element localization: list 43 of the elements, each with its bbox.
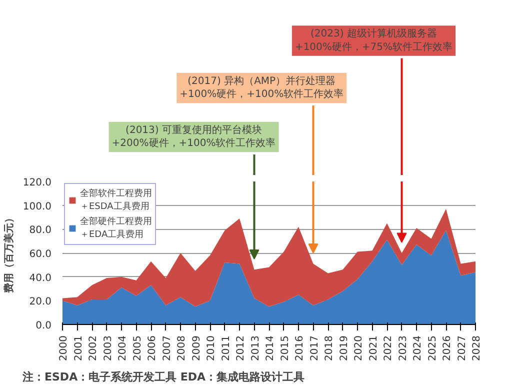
x-tick-label: 2026: [442, 335, 453, 361]
x-tick-label: 2005: [132, 335, 144, 361]
x-tick-label: 2018: [324, 335, 335, 361]
y-axis-title: 费用（百万美元）: [2, 213, 15, 294]
text: 注：ESDA：电子系统开发工具 EDA：集成电路设计工具: [22, 370, 305, 384]
x-tick-label: 2027: [456, 335, 468, 361]
x-tick-label: 2000: [58, 335, 70, 361]
x-tick-label: 2024: [412, 335, 424, 361]
x-tick-label: 2023: [398, 335, 409, 361]
x-tick-label: 2021: [368, 335, 380, 361]
x-tick-label: 2025: [427, 335, 438, 361]
x-tick-label: 2020: [354, 335, 364, 361]
x-tick-label: 2014: [265, 335, 276, 361]
text: (2023) 超级计算机级服务器+100%硬件，+75%软件工作效率: [294, 28, 453, 53]
y-tick-label: 40.0: [29, 272, 52, 284]
x-tick-label: 2013: [250, 335, 262, 361]
text: (2013) 可重复使用的平台模块+200%硬件，+100%软件工作效率: [112, 124, 276, 150]
x-tick-label: 2016: [294, 335, 306, 361]
x-tick-label: 2012: [236, 335, 246, 361]
y-tick-label: 100.0: [22, 201, 52, 212]
x-tick-label: 2002: [88, 335, 99, 361]
x-tick-label: 2008: [176, 335, 188, 361]
x-tick-label: 2001: [73, 335, 84, 361]
x-tick-label: 2019: [338, 335, 350, 361]
x-tick-label: 2009: [191, 335, 202, 361]
y-tick-label: 60.0: [29, 249, 52, 260]
y-tick-label: 120.0: [22, 178, 52, 188]
x-tick-label: 2010: [206, 335, 217, 361]
x-tick-label: 2011: [220, 335, 232, 361]
x-tick-label: 2022: [383, 335, 394, 361]
x-tick-label: 2028: [472, 335, 482, 361]
x-tick-label: 2003: [102, 335, 114, 361]
y-tick-label: 80.0: [29, 225, 52, 236]
text: (2017) 异构（AMP）并行处理器+100%硬件，+100%软件工作效率: [180, 74, 344, 100]
legend-label: 全部硬件工程费用＋EDA工具费用: [80, 216, 152, 241]
x-tick-label: 2004: [118, 335, 128, 361]
x-tick-label: 2006: [147, 335, 158, 361]
x-tick-label: 2015: [280, 335, 291, 361]
legend-label: 全部软件工程费用＋ESDA工具费用: [80, 188, 152, 213]
x-tick-label: 2017: [309, 335, 320, 361]
x-tick-label: 2007: [162, 335, 173, 361]
y-tick-label: 20.0: [29, 296, 52, 308]
y-tick-label: 0.0: [36, 320, 52, 332]
